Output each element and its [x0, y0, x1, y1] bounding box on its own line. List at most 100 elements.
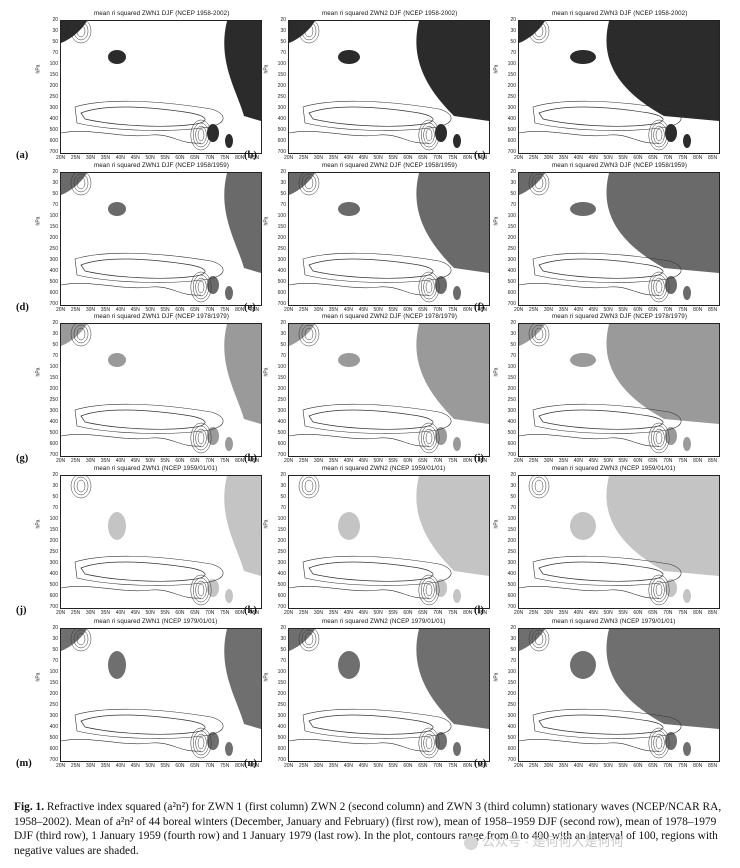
contour-map	[289, 21, 489, 151]
y-tick-label: 300	[507, 560, 516, 566]
negative-region-shade	[225, 286, 233, 300]
x-tick-label: 45N	[588, 763, 598, 769]
y-tick-label: 30	[280, 28, 286, 34]
y-tick-label: 20	[280, 320, 286, 326]
x-tick-label: 85N	[250, 610, 260, 616]
y-tick-label: 30	[510, 180, 516, 186]
x-tick-label: 55N	[388, 763, 398, 769]
x-tick-label: 20N	[514, 610, 524, 616]
x-tick-label: 35N	[100, 458, 110, 464]
x-tick-label: 45N	[588, 610, 598, 616]
y-tick-label: 50	[510, 494, 516, 500]
panel-plot-area	[518, 20, 720, 154]
x-tick-label: 25N	[298, 763, 309, 769]
contour-line	[650, 274, 668, 300]
y-tick-label: 300	[277, 560, 286, 566]
x-tick-label: 30N	[543, 458, 554, 464]
negative-region-shade	[338, 202, 360, 216]
negative-region-shade	[224, 21, 261, 121]
y-tick-label: 150	[49, 72, 58, 78]
y-tick-label: 400	[277, 268, 286, 274]
x-tick-label: 20N	[56, 307, 66, 313]
caption-text: Refractive index squared (a²n²) for ZWN …	[14, 801, 722, 857]
y-tick-label: 700	[277, 452, 286, 458]
y-tick-label: 300	[507, 105, 516, 111]
y-tick-label: 700	[49, 604, 58, 610]
x-tick-label: 65N	[418, 763, 428, 769]
y-tick-label: 600	[277, 746, 286, 752]
contour-line	[653, 125, 665, 145]
x-tick-label: 25N	[528, 458, 539, 464]
negative-region-shade	[606, 173, 719, 273]
x-tick-label: 45N	[588, 155, 598, 161]
contour-map	[61, 173, 261, 303]
y-tick-label: 400	[507, 571, 516, 577]
contour-line	[308, 258, 434, 279]
x-tick-label: 45N	[130, 307, 140, 313]
x-tick-label: 25N	[528, 763, 539, 769]
contour-line	[425, 736, 433, 750]
x-tick-label: 35N	[100, 610, 110, 616]
contour-line	[653, 428, 665, 448]
contour-line	[70, 476, 92, 499]
x-tick-label: 40N	[115, 155, 125, 161]
y-tick-label: 300	[49, 408, 58, 414]
x-tick-label: 35N	[328, 610, 338, 616]
x-tick-label: 30N	[85, 610, 96, 616]
contour-line	[532, 708, 682, 739]
x-tick-label: 60N	[403, 458, 413, 464]
y-tick-label: 30	[52, 331, 58, 337]
x-tick-label: 85N	[478, 763, 488, 769]
negative-region-shade	[453, 589, 461, 603]
contour-line	[650, 730, 668, 756]
contour-line	[73, 476, 89, 496]
contour-line	[528, 629, 550, 652]
y-tick-label: 200	[277, 386, 286, 392]
contour-line	[192, 577, 210, 603]
watermark-text: 公众号 · 是何何人是何何	[482, 834, 624, 849]
y-tick-label: 70	[280, 353, 286, 359]
x-tick-label: 60N	[175, 458, 185, 464]
contour-line	[197, 128, 205, 142]
contour-line	[61, 585, 202, 599]
y-tick-label: 300	[507, 257, 516, 263]
panel-label: (d)	[16, 302, 29, 313]
y-tick-label: 30	[510, 483, 516, 489]
contour-line	[528, 476, 550, 499]
x-tick-label: 60N	[175, 610, 185, 616]
y-tick-label: 600	[507, 746, 516, 752]
y-axis-name: hPa	[493, 367, 500, 377]
negative-region-shade	[606, 629, 719, 729]
y-tick-label: 200	[277, 83, 286, 89]
x-tick-label: 45N	[130, 763, 140, 769]
y-tick-label: 20	[510, 169, 516, 175]
x-tick-label: 50N	[373, 155, 383, 161]
x-tick-label: 65N	[190, 763, 200, 769]
x-tick-label: 45N	[358, 155, 368, 161]
x-tick-label: 80N	[235, 155, 245, 161]
x-tick-label: 75N	[220, 763, 230, 769]
x-tick-label: 45N	[358, 307, 368, 313]
y-tick-label: 300	[277, 105, 286, 111]
contour-line	[289, 130, 430, 144]
x-tick-label: 30N	[543, 763, 554, 769]
y-tick-label: 600	[507, 138, 516, 144]
x-tick-label: 60N	[403, 763, 413, 769]
y-tick-label: 700	[507, 149, 516, 155]
contour-line	[531, 629, 547, 649]
x-tick-label: 60N	[633, 307, 643, 313]
y-axis-name: hPa	[493, 519, 500, 529]
contour-line	[528, 324, 550, 347]
x-tick-label: 80N	[463, 307, 473, 313]
y-tick-label: 100	[277, 364, 286, 370]
y-tick-label: 100	[277, 516, 286, 522]
contour-line	[76, 479, 86, 493]
x-tick-label: 40N	[343, 307, 353, 313]
contour-line	[76, 327, 86, 341]
contour-line	[648, 422, 670, 454]
y-tick-label: 600	[277, 138, 286, 144]
contour-line	[302, 555, 452, 586]
x-tick-label: 85N	[250, 458, 260, 464]
y-tick-label: 30	[510, 28, 516, 34]
contour-line	[73, 629, 89, 649]
